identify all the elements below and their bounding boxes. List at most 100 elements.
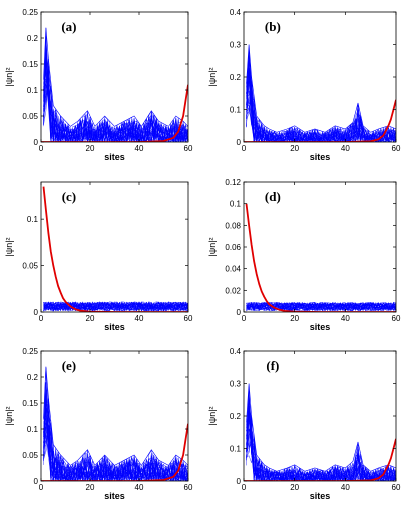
- x-tick-label: 40: [341, 483, 350, 492]
- x-axis-label: sites: [310, 491, 331, 501]
- x-tick-label: 60: [184, 144, 193, 153]
- blue-state-line: [246, 395, 396, 481]
- y-tick-label: 0.05: [22, 112, 38, 121]
- blue-series-bundle: [43, 367, 188, 481]
- blue-state-line: [43, 301, 188, 312]
- blue-state-line: [43, 401, 188, 481]
- blue-series-bundle: [246, 49, 396, 142]
- plot-area: [41, 27, 188, 142]
- blue-series-bundle: [43, 301, 188, 312]
- x-axis-label: sites: [104, 491, 125, 501]
- blue-state-line: [43, 398, 188, 481]
- axes-frame: [40, 350, 189, 482]
- x-tick-label: 40: [341, 314, 350, 323]
- y-tick-label: 0.1: [230, 200, 242, 209]
- y-tick-label: 0.2: [230, 412, 242, 421]
- chart-panel-0: 0 20 40 60 0 0.05 0.1 0.15 0.2 0.25 sites |ψn|² (a): [4, 8, 193, 162]
- blue-state-line: [43, 382, 188, 481]
- chart-panel-2: 0 20 40 60 0 0.05 0.1 sites |ψn|² (c): [4, 181, 193, 332]
- x-tick-label: 40: [135, 483, 144, 492]
- panel-label: (c): [62, 189, 76, 204]
- blue-state-line: [246, 49, 396, 142]
- y-tick-label: 0: [237, 308, 242, 317]
- y-tick-label: 0.06: [225, 243, 241, 252]
- chart-panel-5: 0 20 40 60 0 0.1 0.2 0.3 0.4 sites |ψn|² (f): [207, 347, 401, 501]
- blue-state-line: [43, 367, 188, 481]
- y-tick-label: 0.05: [22, 262, 38, 271]
- x-tick-label: 0: [39, 144, 44, 153]
- blue-series-bundle: [246, 386, 396, 481]
- panel-label: (b): [265, 19, 281, 34]
- x-tick-label: 40: [135, 314, 144, 323]
- y-tick-label: 0.3: [230, 380, 242, 389]
- x-tick-label: 0: [242, 314, 247, 323]
- x-tick-label: 40: [135, 144, 144, 153]
- blue-state-line: [246, 302, 396, 312]
- axes-frame: [40, 181, 189, 313]
- y-axis-label: |ψn|²: [207, 67, 217, 86]
- blue-state-line: [246, 49, 396, 142]
- x-tick-label: 0: [39, 314, 44, 323]
- y-tick-label: 0: [34, 308, 39, 317]
- y-tick-label: 0.2: [27, 34, 39, 43]
- x-tick-label: 20: [86, 314, 95, 323]
- x-tick-label: 20: [290, 144, 299, 153]
- y-tick-label: 0.08: [225, 221, 241, 230]
- blue-envelope-line: [43, 27, 188, 127]
- y-tick-label: 0.2: [27, 373, 39, 382]
- y-tick-label: 0.25: [22, 347, 38, 356]
- blue-state-line: [246, 408, 396, 481]
- y-tick-label: 0.12: [225, 178, 241, 187]
- blue-state-line: [43, 396, 188, 481]
- y-tick-label: 0.25: [22, 8, 38, 17]
- y-tick-label: 0.15: [22, 399, 38, 408]
- blue-state-line: [43, 78, 188, 142]
- y-axis-label: |ψn|²: [4, 237, 14, 256]
- blue-envelope-line: [43, 366, 188, 466]
- x-tick-label: 60: [184, 314, 193, 323]
- x-tick-label: 60: [392, 144, 401, 153]
- y-tick-label: 0.1: [230, 445, 242, 454]
- blue-state-line: [246, 59, 396, 142]
- chart-panel-3: 0 20 40 60 0 0.02 0.04 0.06 0.08 0.1 0.12 sites |ψn|…: [207, 178, 401, 332]
- chart-panel-1: 0 20 40 60 0 0.1 0.2 0.3 0.4 sites |ψn|² (b): [207, 8, 401, 162]
- blue-state-line: [246, 301, 396, 312]
- x-axis-label: sites: [310, 322, 331, 332]
- blue-state-line: [246, 57, 396, 142]
- blue-state-line: [246, 398, 396, 481]
- y-tick-label: 0.1: [230, 106, 242, 115]
- blue-state-line: [246, 395, 396, 481]
- blue-state-line: [43, 415, 188, 481]
- red-edge-state-line: [41, 84, 188, 142]
- x-axis-label: sites: [310, 152, 331, 162]
- red-edge-state-line: [245, 203, 396, 312]
- x-tick-label: 20: [290, 483, 299, 492]
- y-tick-label: 0: [34, 477, 39, 486]
- plot-area: [42, 186, 188, 312]
- blue-state-line: [246, 301, 396, 312]
- x-tick-label: 20: [290, 314, 299, 323]
- y-tick-label: 0.02: [225, 286, 241, 295]
- x-axis-label: sites: [104, 322, 125, 332]
- y-tick-label: 0.4: [230, 8, 242, 17]
- axes-frame: [40, 11, 189, 143]
- x-tick-label: 60: [184, 483, 193, 492]
- plot-area: [244, 383, 396, 481]
- y-axis-label: |ψn|²: [207, 237, 217, 256]
- blue-envelope-line: [246, 44, 396, 133]
- y-axis-label: |ψn|²: [4, 67, 14, 86]
- x-tick-label: 60: [392, 314, 401, 323]
- panel-label: (f): [266, 358, 279, 373]
- red-edge-state-line: [41, 423, 188, 481]
- x-tick-label: 20: [86, 144, 95, 153]
- chart-panel-4: 0 20 40 60 0 0.05 0.1 0.15 0.2 0.25 sites |ψn|² (e): [4, 347, 193, 501]
- y-tick-label: 0.4: [230, 347, 242, 356]
- blue-state-line: [246, 50, 396, 142]
- y-tick-label: 0.05: [22, 451, 38, 460]
- x-axis-label: sites: [104, 152, 125, 162]
- blue-state-line: [246, 397, 396, 481]
- y-axis-label: |ψn|²: [4, 406, 14, 425]
- blue-state-line: [246, 49, 396, 142]
